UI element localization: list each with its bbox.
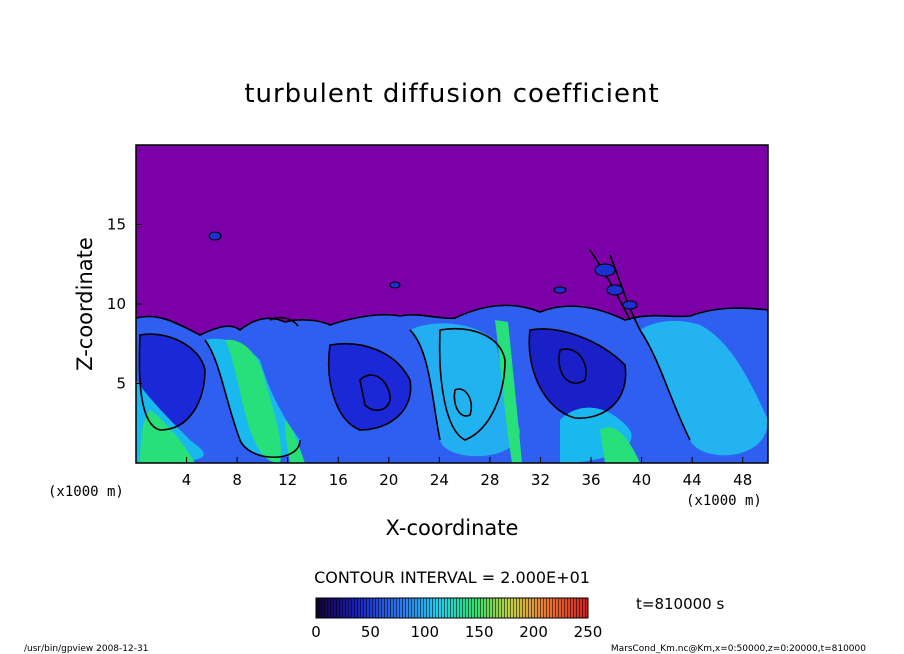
x-tick-label: 24 <box>430 471 449 489</box>
eddy-core <box>529 329 626 419</box>
z-axis: 5 10 15 <box>107 216 142 393</box>
green-region <box>284 420 305 463</box>
x-axis-title: X-coordinate <box>386 516 519 540</box>
cyan-region <box>640 320 768 456</box>
x-tick-label: 8 <box>232 471 242 489</box>
z-axis-title: Z-coordinate <box>73 237 97 371</box>
x-tick-label: 32 <box>531 471 550 489</box>
x-tick-label: 36 <box>581 471 600 489</box>
x-tick-label: 4 <box>182 471 192 489</box>
colorbar-tick-label: 200 <box>519 623 548 641</box>
contour-blobs <box>208 231 638 310</box>
footer-left: /usr/bin/gpview 2008-12-31 <box>24 644 148 654</box>
eddy-core <box>328 343 411 430</box>
green-region <box>225 339 281 463</box>
x-tick-label: 28 <box>480 471 499 489</box>
x-tick-label: 44 <box>683 471 702 489</box>
time-label: t=810000 s <box>636 595 724 613</box>
x-axis: 4 8 12 16 20 24 28 32 36 40 44 48 <box>182 457 752 489</box>
green-region <box>600 427 640 463</box>
plot-area <box>136 145 768 463</box>
colorbar-levels <box>316 598 588 618</box>
x-tick-label: 48 <box>733 471 752 489</box>
x-tick-label: 12 <box>278 471 297 489</box>
x-tick-label: 16 <box>329 471 348 489</box>
contour-lines <box>136 249 768 459</box>
colorbar-frame <box>315 597 589 619</box>
footer-right: MarsCond_Km.nc@Km,x=0:50000,z=0:20000,t=… <box>611 644 866 654</box>
colorbar: 0 50 100 150 200 250 <box>311 597 602 641</box>
colorbar-tick-label: 50 <box>361 623 380 641</box>
z-tick-label: 5 <box>116 375 126 393</box>
z-axis-unit: (x1000 m) <box>48 484 124 500</box>
x-tick-label: 40 <box>632 471 651 489</box>
colorbar-tick-label: 0 <box>311 623 321 641</box>
colorbar-ticks: 0 50 100 150 200 250 <box>311 623 602 641</box>
chart-title: turbulent diffusion coefficient <box>244 79 659 109</box>
z-tick-label: 15 <box>107 216 126 234</box>
x-tick-label: 20 <box>379 471 398 489</box>
x-axis-unit: (x1000 m) <box>686 493 762 509</box>
colorbar-tick-label: 100 <box>410 623 439 641</box>
z-tick-label: 10 <box>107 295 126 313</box>
green-region <box>495 320 522 463</box>
colorbar-tick-label: 250 <box>574 623 603 641</box>
contour-interval-label: CONTOUR INTERVAL = 2.000E+01 <box>314 568 590 587</box>
colorbar-tick-label: 150 <box>465 623 494 641</box>
green-region <box>140 410 195 463</box>
